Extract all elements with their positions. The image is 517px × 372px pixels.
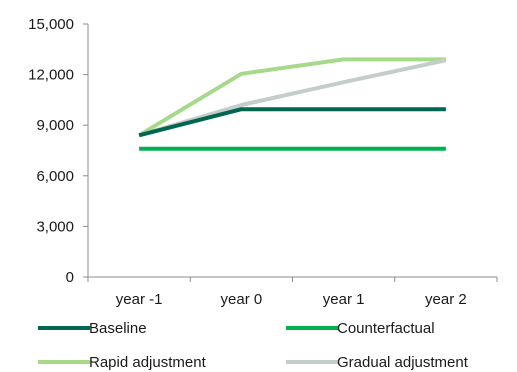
legend-label: Rapid adjustment: [89, 354, 207, 371]
y-tick-label: 12,000: [28, 67, 74, 84]
y-tick-label: 15,000: [28, 16, 74, 33]
legend-label: Counterfactual: [337, 320, 435, 337]
x-tick-label: year 1: [323, 291, 365, 308]
x-axis-ticks: year -1 year 0 year 1 year 2: [87, 277, 498, 308]
legend-label: Gradual adjustment: [337, 354, 469, 371]
y-tick-label: 0: [66, 269, 74, 286]
legend-item: Gradual adjustment: [286, 354, 469, 371]
x-tick-label: year 0: [221, 291, 263, 308]
legend-item: Baseline: [38, 320, 147, 337]
legend-item: Rapid adjustment: [38, 354, 207, 371]
series-line-baseline: [138, 107, 446, 138]
x-tick-label: year -1: [116, 291, 163, 308]
y-tick-label: 3,000: [36, 218, 74, 235]
legend: Baseline Counterfactual Rapid adjustment Gr…: [38, 320, 469, 371]
plot-area: [138, 57, 447, 151]
legend-item: Counterfactual: [286, 320, 435, 337]
x-tick-label: year 2: [425, 291, 467, 308]
series-line-rapid-adjustment: [138, 57, 446, 138]
y-tick-label: 9,000: [36, 117, 74, 134]
y-axis-ticks: 0 3,000 6,000 9,000 12,000 15,000: [28, 16, 88, 286]
y-tick-label: 6,000: [36, 168, 74, 185]
legend-label: Baseline: [89, 320, 147, 337]
series-line-gradual-adjustment: [138, 58, 447, 138]
